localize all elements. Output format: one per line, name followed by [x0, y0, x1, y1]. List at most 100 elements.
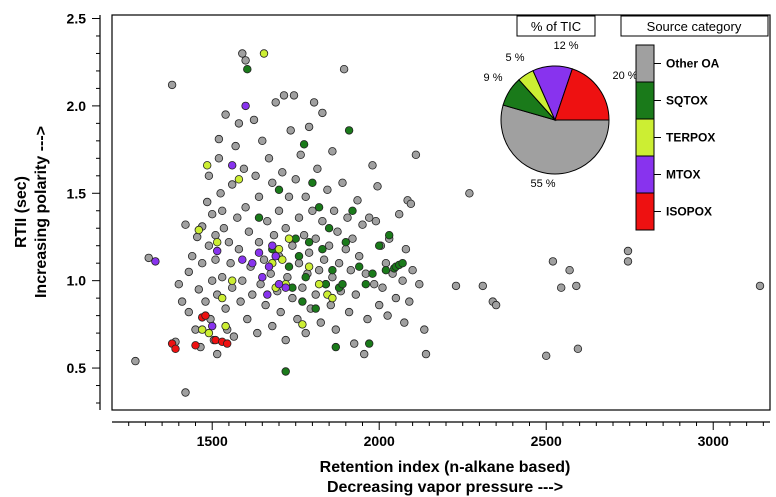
data-point — [415, 280, 424, 289]
data-point — [308, 178, 317, 187]
data-point — [274, 185, 284, 194]
data-point — [259, 49, 269, 58]
data-point — [308, 206, 317, 215]
pie-label: 55 % — [530, 178, 555, 190]
data-point — [324, 241, 334, 250]
data-point — [234, 244, 244, 254]
data-point — [281, 223, 290, 233]
data-point — [177, 297, 187, 306]
data-point — [405, 297, 414, 306]
data-point — [304, 248, 314, 257]
data-point — [314, 203, 324, 212]
data-point — [378, 283, 387, 292]
data-point — [259, 255, 269, 264]
data-point — [348, 206, 357, 215]
data-point — [291, 175, 300, 184]
data-point — [249, 115, 259, 125]
data-point — [171, 344, 180, 353]
plot-area — [111, 14, 771, 411]
data-point — [238, 276, 247, 285]
data-point — [231, 141, 240, 151]
data-point — [353, 196, 362, 205]
data-point — [755, 281, 765, 291]
data-point — [338, 178, 347, 187]
x-axis: 1500 2000 2500 3000 — [112, 421, 770, 449]
data-point — [286, 126, 295, 135]
data-point — [333, 227, 342, 236]
pie-slice-other-oa — [500, 104, 610, 175]
data-point — [319, 255, 329, 264]
data-point — [227, 180, 237, 189]
data-point — [289, 91, 299, 100]
data-point — [254, 192, 264, 201]
data-point — [284, 192, 294, 201]
data-point — [375, 300, 384, 310]
data-point — [266, 269, 275, 278]
data-point — [338, 280, 347, 289]
data-point — [373, 182, 382, 191]
pie-title-box — [516, 15, 596, 37]
data-point — [355, 252, 364, 261]
data-point — [401, 244, 411, 254]
data-point — [351, 290, 360, 299]
y-axis-subtitle: Increasing polarity ---> — [33, 126, 50, 298]
data-point — [316, 318, 325, 327]
legend-entries: Other OA SQTOX TERPOX MTOX ISOPOX — [635, 44, 720, 231]
series-sqtox — [243, 64, 407, 376]
pie-label: 20 % — [612, 70, 637, 82]
data-point — [318, 216, 327, 226]
data-point — [201, 297, 210, 306]
data-point — [299, 140, 309, 149]
data-point — [314, 280, 324, 289]
legend: Source category Other OA SQTOX TERPOX MTOX I… — [620, 15, 769, 231]
data-point — [131, 356, 140, 366]
data-point — [391, 293, 401, 303]
data-point — [204, 171, 214, 180]
data-point — [623, 246, 633, 256]
series-terpox — [194, 49, 337, 338]
data-point — [264, 154, 274, 163]
data-point — [346, 266, 355, 275]
data-point — [261, 300, 270, 310]
data-point — [197, 325, 207, 334]
data-point — [542, 351, 551, 360]
data-point — [204, 328, 214, 338]
data-point — [181, 388, 190, 397]
data-point — [274, 244, 284, 254]
data-point — [271, 252, 280, 261]
data-point — [234, 175, 244, 184]
data-point — [187, 252, 197, 261]
data-point — [411, 150, 421, 159]
pie-slices — [500, 65, 610, 175]
series-mtox — [151, 101, 290, 331]
pie-title: % of TIC — [531, 19, 581, 34]
data-point — [207, 276, 217, 285]
data-point — [254, 237, 264, 247]
data-point — [269, 230, 279, 240]
legend-swatch — [635, 155, 655, 194]
data-point — [241, 101, 250, 111]
data-point — [314, 266, 324, 275]
data-point — [363, 314, 372, 324]
legend-label: TERPOX — [666, 131, 715, 145]
data-point — [264, 262, 274, 271]
pie-label: 9 % — [484, 72, 503, 84]
data-point — [194, 225, 203, 235]
data-point — [227, 276, 237, 285]
data-point — [222, 339, 232, 348]
data-point — [202, 161, 212, 170]
plot-border — [111, 14, 771, 411]
data-point — [258, 273, 267, 282]
data-point — [311, 234, 320, 243]
data-point — [548, 257, 558, 266]
data-point — [238, 49, 247, 58]
x-axis-subtitle: Decreasing vapor pressure ---> — [327, 479, 563, 496]
data-point — [224, 237, 234, 247]
data-point — [288, 241, 297, 250]
data-point — [184, 307, 193, 317]
data-point — [244, 227, 254, 236]
data-point — [192, 232, 202, 242]
data-point — [217, 293, 227, 303]
data-point — [212, 237, 222, 247]
data-point — [329, 206, 339, 215]
